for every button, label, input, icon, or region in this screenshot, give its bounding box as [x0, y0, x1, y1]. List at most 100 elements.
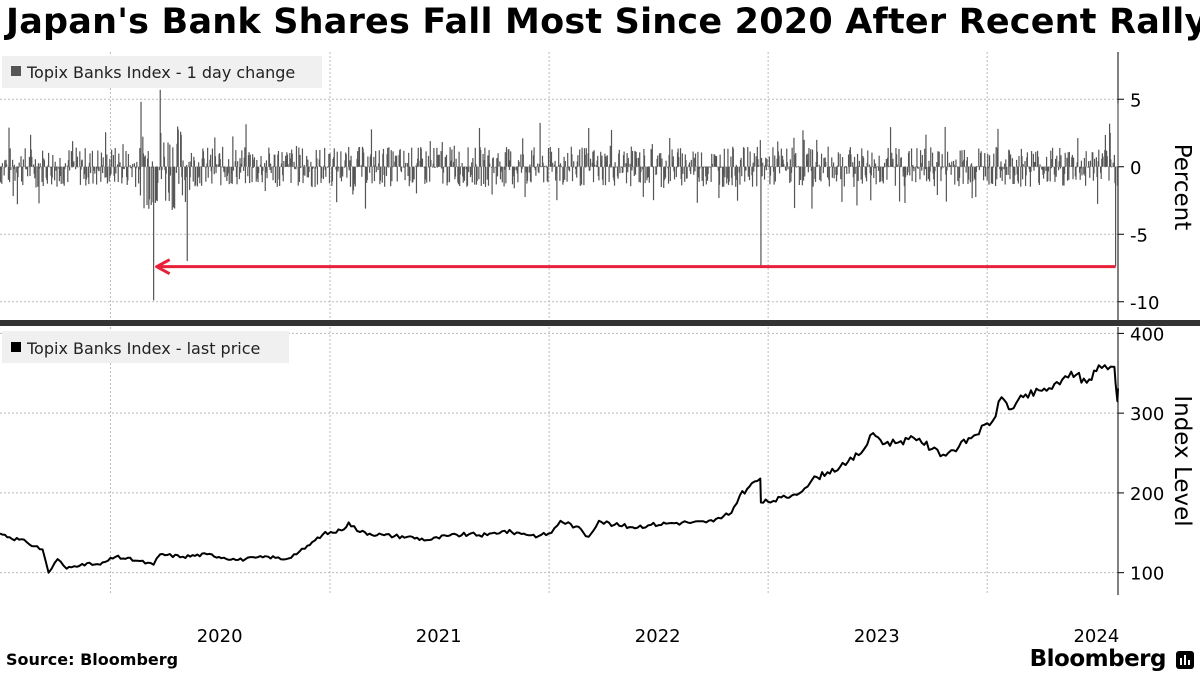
bar	[547, 148, 550, 167]
bar	[591, 162, 593, 167]
bar	[268, 147, 270, 167]
bar	[316, 166, 319, 185]
bar	[1041, 166, 1043, 170]
bar	[195, 166, 197, 186]
bar	[802, 166, 805, 181]
bar	[949, 165, 952, 167]
bar	[277, 154, 279, 167]
bar	[478, 166, 480, 180]
bar	[954, 166, 956, 185]
bar	[592, 151, 594, 167]
bar	[369, 156, 371, 167]
bar	[844, 166, 847, 168]
bar	[741, 166, 743, 177]
bar	[266, 166, 268, 179]
bar	[1021, 156, 1023, 167]
bar	[41, 166, 43, 182]
bar	[337, 166, 340, 169]
bar	[856, 153, 859, 167]
bar	[487, 155, 489, 167]
bar	[67, 160, 70, 167]
bar	[232, 136, 234, 167]
bar	[479, 147, 481, 167]
bar	[1026, 152, 1028, 167]
bar	[196, 166, 199, 187]
bar	[682, 166, 684, 174]
bar	[1, 163, 4, 167]
bar	[315, 166, 317, 169]
bar	[915, 166, 917, 183]
bar	[723, 166, 725, 187]
bar	[295, 166, 297, 170]
bar	[987, 153, 989, 167]
bar	[1038, 166, 1040, 185]
bar	[651, 149, 653, 167]
bar	[689, 166, 691, 172]
bar	[743, 148, 745, 167]
bar	[429, 141, 431, 167]
bar	[59, 157, 61, 167]
bar	[702, 166, 704, 187]
bar	[466, 166, 468, 187]
bar	[795, 166, 797, 168]
bar	[45, 166, 47, 178]
bar	[436, 166, 439, 168]
bar	[636, 157, 638, 167]
bar	[932, 166, 934, 174]
bar	[994, 166, 997, 187]
bar	[190, 161, 192, 167]
bar	[9, 166, 11, 183]
bar	[102, 166, 104, 174]
bar	[663, 166, 665, 181]
bar	[867, 150, 869, 167]
bar	[990, 166, 992, 184]
bar	[1067, 152, 1069, 167]
bar	[294, 166, 296, 169]
bar	[474, 147, 476, 167]
bar	[71, 166, 73, 168]
bar	[762, 162, 764, 167]
bar	[508, 149, 510, 167]
bar	[1042, 166, 1045, 179]
bar	[801, 166, 803, 186]
bar	[650, 149, 652, 167]
bar	[238, 166, 241, 180]
bar	[285, 159, 287, 167]
bar	[130, 166, 132, 169]
bar	[52, 154, 54, 167]
bar	[907, 152, 910, 167]
bar	[1105, 150, 1108, 167]
bar	[891, 162, 893, 167]
bar	[303, 166, 305, 176]
bar	[298, 166, 301, 182]
bar	[890, 164, 892, 167]
bar	[157, 166, 159, 183]
bar	[324, 147, 326, 167]
bar	[509, 160, 511, 167]
bar	[1046, 166, 1048, 182]
bar	[952, 160, 955, 167]
bar	[614, 162, 616, 167]
y-tick-label: 100	[1130, 564, 1164, 585]
bar	[1008, 150, 1010, 167]
bar	[769, 166, 771, 185]
bar	[753, 153, 755, 167]
bar	[794, 154, 796, 167]
bar	[734, 166, 736, 176]
x-tick-label: 2020	[197, 626, 243, 647]
bar	[589, 158, 592, 167]
bar	[286, 154, 289, 167]
bar	[718, 166, 721, 185]
bar	[400, 166, 403, 173]
bar	[495, 166, 497, 168]
bar	[567, 152, 569, 167]
bar	[67, 166, 69, 183]
bar	[7, 166, 10, 180]
bar	[772, 166, 775, 172]
bar	[854, 166, 856, 174]
bar	[722, 166, 724, 175]
bar	[449, 147, 451, 167]
bar	[466, 166, 469, 186]
bar	[377, 166, 379, 171]
bar	[17, 166, 19, 178]
